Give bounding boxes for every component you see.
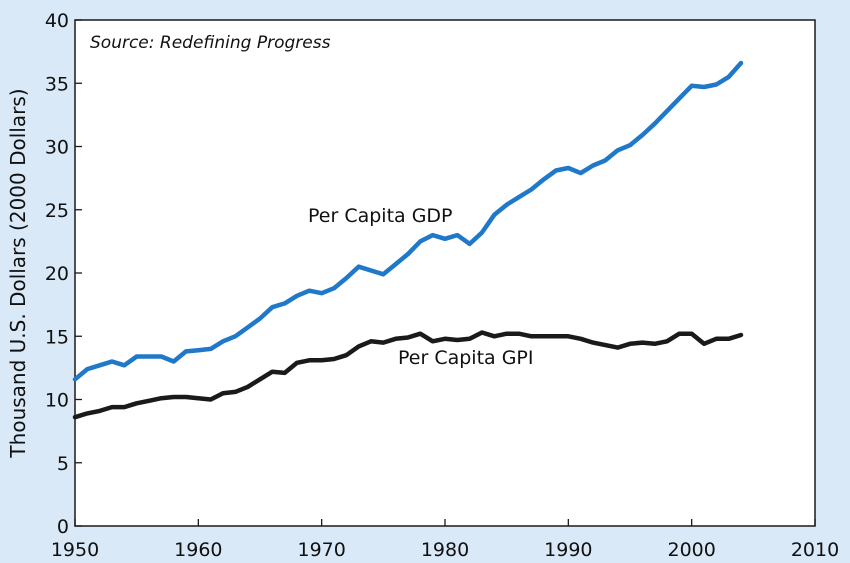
y-tick-label: 5 (57, 453, 69, 475)
x-tick-label: 1990 (544, 539, 592, 561)
x-tick-label: 1960 (174, 539, 222, 561)
gpi-series-label: Per Capita GPI (398, 347, 534, 369)
x-axis-ticks: 1950 1960 1970 1980 1990 2000 2010 (51, 519, 839, 561)
x-tick-label: 2010 (791, 539, 839, 561)
y-tick-label: 30 (45, 137, 69, 159)
source-note: Source: Redefining Progress (90, 33, 331, 53)
y-tick-label: 35 (45, 73, 69, 95)
x-tick-label: 2000 (667, 539, 715, 561)
y-tick-label: 10 (45, 390, 69, 412)
y-tick-label: 0 (57, 516, 69, 538)
gdp-series-line (72, 60, 744, 382)
plot-area (74, 19, 816, 527)
x-tick-label: 1980 (421, 539, 469, 561)
x-tick-label: 1950 (51, 539, 99, 561)
y-axis-ticks: 0 5 10 15 20 25 30 35 40 (45, 10, 82, 538)
y-tick-label: 20 (45, 263, 69, 285)
y-tick-label: 40 (45, 10, 69, 32)
y-axis-title: Thousand U.S. Dollars (2000 Dollars) (6, 88, 30, 458)
x-tick-label: 1970 (297, 539, 345, 561)
y-tick-label: 15 (45, 326, 69, 348)
gpi-series-line (72, 330, 744, 420)
gdp-series-label: Per Capita GDP (308, 205, 453, 227)
y-tick-label: 25 (45, 200, 69, 222)
series-layer (72, 60, 744, 420)
